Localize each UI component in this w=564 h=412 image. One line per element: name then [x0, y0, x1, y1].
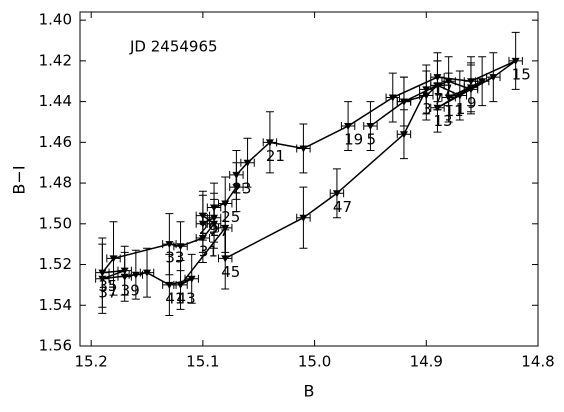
- data-point: [399, 131, 408, 139]
- data-point: [243, 159, 252, 167]
- x-tick-label: 14.9: [410, 353, 443, 371]
- y-tick-label: 1.54: [39, 296, 72, 314]
- annotation: JD 2454965: [129, 38, 218, 56]
- data-point: [221, 255, 230, 263]
- x-tick-label: 15.1: [186, 353, 219, 371]
- data-point: [433, 82, 442, 90]
- data-point: [344, 123, 353, 131]
- point-label: 39: [121, 281, 140, 299]
- point-label: 43: [177, 289, 196, 307]
- data-point: [210, 204, 219, 212]
- data-point: [232, 171, 241, 179]
- point-label: 7: [433, 90, 443, 108]
- data-line: [100, 60, 517, 286]
- point-label: 25: [221, 208, 240, 226]
- data-point: [444, 78, 453, 86]
- point-label: 15: [512, 65, 531, 83]
- point-label: 41: [165, 289, 184, 307]
- point-label: 47: [333, 198, 352, 216]
- data-point: [131, 271, 140, 279]
- data-point: [399, 98, 408, 106]
- point-label: 13: [433, 112, 452, 130]
- data-point: [388, 94, 397, 102]
- data-point: [422, 86, 431, 94]
- y-tick-label: 1.56: [39, 337, 72, 355]
- data-point: [444, 94, 453, 102]
- data-point: [433, 74, 442, 82]
- data-point: [109, 255, 118, 263]
- x-tick-label: 15.2: [74, 353, 107, 371]
- data-point: [466, 84, 475, 92]
- data-point: [165, 241, 174, 249]
- point-label: 3: [422, 100, 432, 118]
- data-point: [98, 275, 107, 283]
- data-point: [176, 281, 185, 289]
- y-tick-label: 1.48: [39, 174, 72, 192]
- data-point: [422, 92, 431, 100]
- data-point: [98, 269, 107, 277]
- y-tick-label: 1.42: [39, 51, 72, 69]
- data-point: [433, 104, 442, 112]
- point-label: 31: [199, 243, 218, 261]
- data-point: [478, 78, 487, 86]
- data-point: [143, 269, 152, 277]
- point-label: 37: [98, 283, 117, 301]
- x-axis-label: B: [304, 382, 315, 401]
- point-label: 19: [344, 131, 363, 149]
- x-tick-label: 14.8: [521, 353, 554, 371]
- data-point: [198, 235, 207, 243]
- point-label: 35: [98, 277, 117, 295]
- data-point: [120, 273, 129, 281]
- data-point: [232, 184, 241, 192]
- point-label: 17: [433, 82, 452, 100]
- data-point: [176, 243, 185, 251]
- point-label: 33: [165, 249, 184, 267]
- data-point: [299, 145, 308, 153]
- data-point: [265, 139, 274, 147]
- point-label: 1: [456, 100, 466, 118]
- data-point: [198, 220, 207, 228]
- point-label: 45: [221, 263, 240, 281]
- data-point: [455, 92, 464, 100]
- y-axis-label: B−I: [10, 165, 29, 194]
- data-point: [221, 200, 230, 208]
- data-point: [120, 267, 129, 275]
- data-point: [466, 78, 475, 86]
- y-tick-label: 1.52: [39, 255, 72, 273]
- y-tick-label: 1.40: [39, 11, 72, 29]
- y-tick-label: 1.50: [39, 214, 72, 232]
- data-point: [210, 220, 219, 228]
- data-point: [187, 275, 196, 283]
- data-point: [198, 212, 207, 220]
- point-label: 23: [232, 179, 251, 197]
- x-tick-label: 15.0: [298, 353, 331, 371]
- data-point: [366, 123, 375, 131]
- data-point: [511, 57, 520, 65]
- data-point: [332, 190, 341, 198]
- y-tick-label: 1.46: [39, 133, 72, 151]
- y-tick-label: 1.44: [39, 92, 72, 110]
- data-point: [489, 74, 498, 82]
- point-label: 11: [445, 102, 464, 120]
- data-point: [221, 224, 230, 232]
- plot-frame: [79, 11, 539, 347]
- point-label: 5: [366, 131, 376, 149]
- data-point: [210, 214, 219, 222]
- data-point: [165, 281, 174, 289]
- data-point: [299, 214, 308, 222]
- point-label: 9: [467, 94, 477, 112]
- point-label: 21: [266, 147, 285, 165]
